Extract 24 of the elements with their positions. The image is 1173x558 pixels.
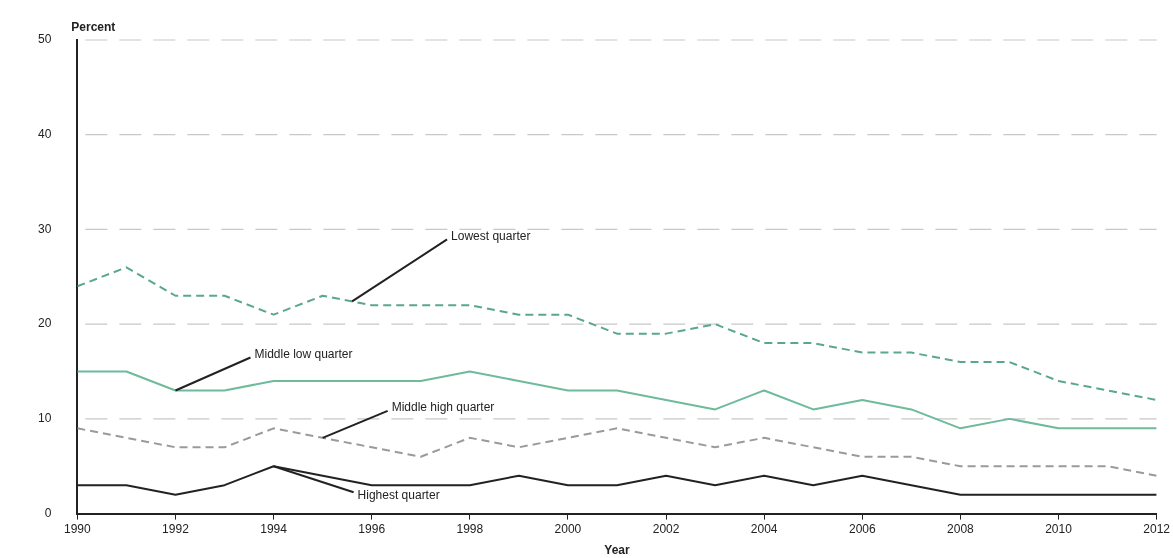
y-tick-label: 30 — [37, 221, 52, 236]
y-axis-title: Percent — [71, 20, 116, 35]
y-tick-label: 20 — [37, 316, 52, 331]
y-tick-label: 40 — [37, 127, 52, 142]
y-tick-label: 10 — [37, 411, 52, 426]
x-tick-label: 1996 — [358, 522, 386, 537]
x-tick-label: 2012 — [1143, 522, 1171, 537]
x-tick-label: 2002 — [652, 522, 680, 537]
x-tick-label: 1998 — [456, 522, 484, 537]
x-tick-label: 2008 — [947, 522, 975, 537]
y-tick-label: 50 — [37, 32, 52, 47]
y-tick-label: 0 — [44, 505, 52, 520]
x-tick-label: 2010 — [1045, 522, 1073, 537]
annotation: Middle high quarter — [391, 400, 495, 415]
x-axis-title: Year — [604, 543, 631, 558]
x-tick-label: 1992 — [162, 522, 190, 537]
x-tick-label: 2000 — [554, 522, 582, 537]
x-tick-label: 2006 — [848, 522, 876, 537]
x-tick-label: 2004 — [750, 522, 778, 537]
annotation: Middle low quarter — [254, 346, 353, 361]
annotation: Highest quarter — [357, 487, 440, 502]
annotation: Lowest quarter — [451, 228, 531, 243]
x-tick-label: 1994 — [260, 522, 288, 537]
x-tick-label: 1990 — [64, 522, 92, 537]
